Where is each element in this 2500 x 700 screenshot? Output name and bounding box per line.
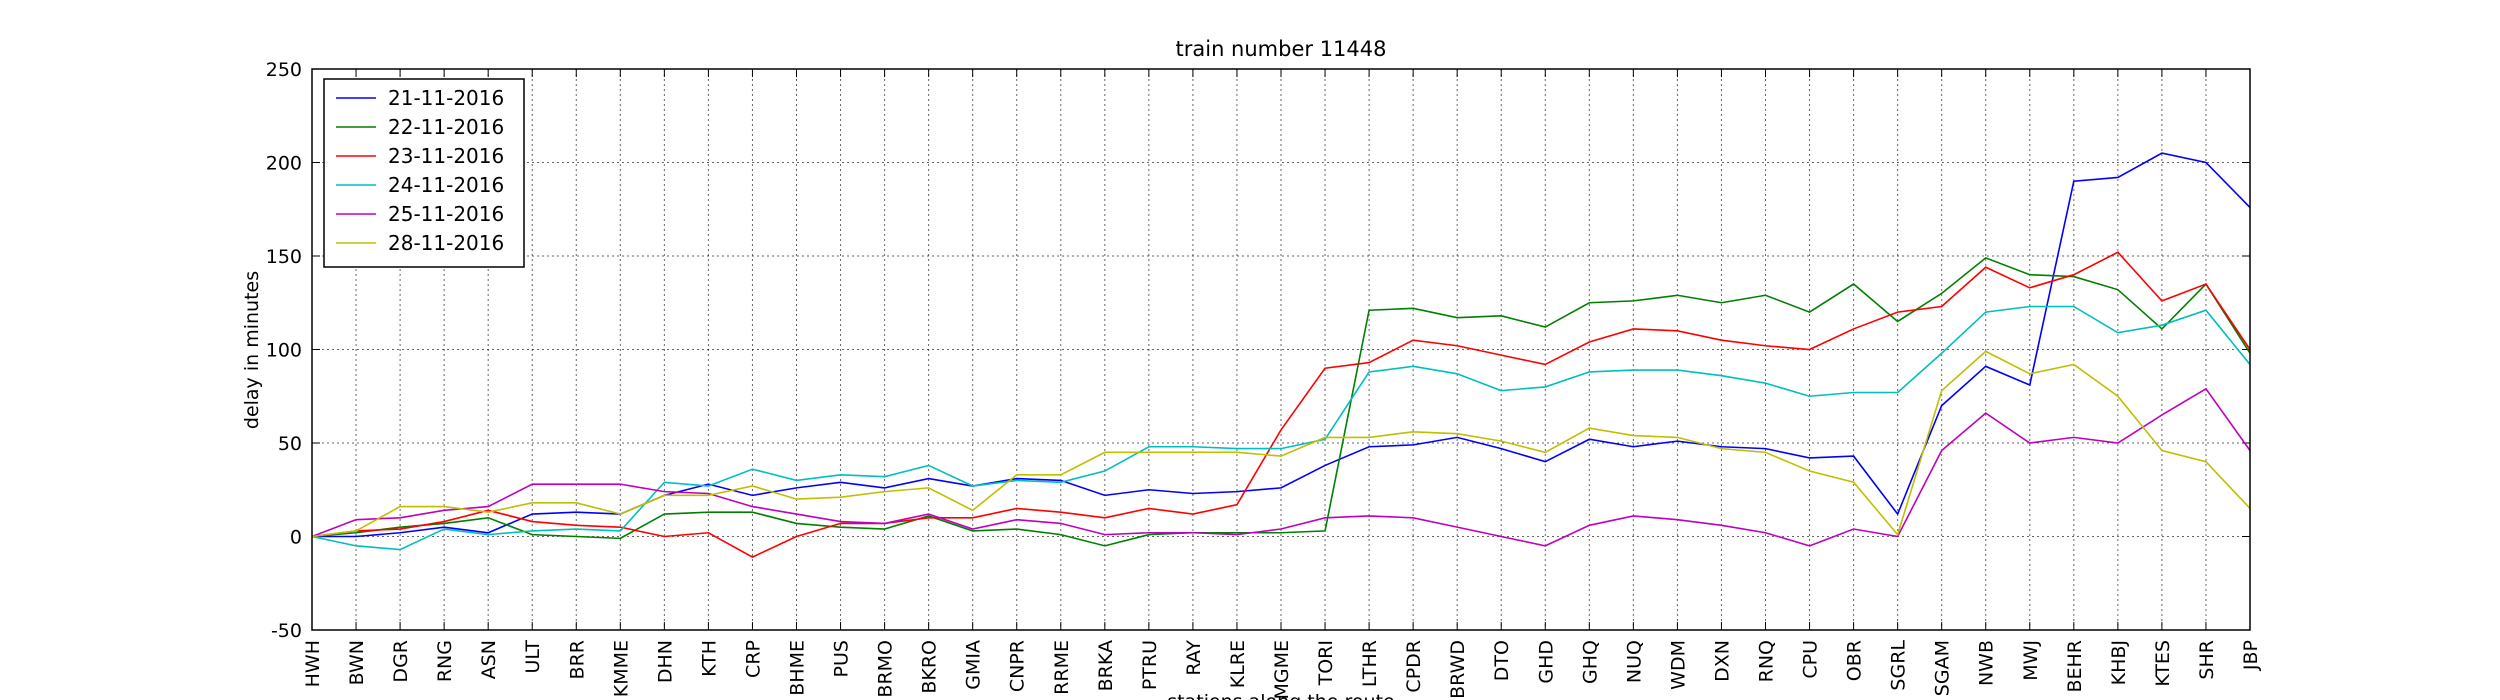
series-line <box>311 305 2251 551</box>
x-tick-label: SGRL <box>1888 640 1910 691</box>
x-tick-label: SGAM <box>1932 640 1954 696</box>
x-tick-label: GHD <box>1535 640 1557 684</box>
x-tick-label: LTHR <box>1359 640 1381 687</box>
x-tick-label: MGME <box>1271 640 1293 700</box>
x-tick-label: HWH <box>302 640 324 687</box>
x-tick-label: BHME <box>787 640 809 696</box>
x-tick-label: BKRO <box>919 640 941 694</box>
x-tick-label: KTH <box>698 640 720 677</box>
y-tick-label: -50 <box>271 620 302 642</box>
x-tick-label: BWN <box>346 640 368 685</box>
x-tick-label: CPDR <box>1403 640 1425 693</box>
x-tick-label: CRP <box>742 640 764 678</box>
legend-box <box>323 78 525 268</box>
x-tick-label: RNQ <box>1756 640 1778 682</box>
x-tick-label: DTO <box>1491 640 1513 681</box>
x-tick-label: BRWD <box>1447 640 1469 699</box>
x-tick-label: KHBJ <box>2108 640 2130 685</box>
x-tick-label: OBR <box>1844 640 1866 681</box>
x-tick-label: KMME <box>610 640 632 697</box>
x-tick-label: KTES <box>2152 640 2174 687</box>
legend-label: 21-11-2016 <box>388 86 504 110</box>
x-tick-label: RRME <box>1051 640 1073 695</box>
x-tick-label: KLRE <box>1227 640 1249 688</box>
x-tick-label: DGR <box>390 640 412 683</box>
x-tick-label: DXN <box>1711 640 1733 682</box>
x-tick-label: BEHR <box>2064 640 2086 693</box>
x-tick-label: WDM <box>1667 640 1689 690</box>
x-tick-label: DHN <box>654 640 676 683</box>
x-tick-label: BRMO <box>875 640 897 698</box>
x-tick-label: JBP <box>2240 640 2262 671</box>
series-line <box>311 387 2251 547</box>
x-tick-label: RNG <box>434 640 456 682</box>
legend-label: 22-11-2016 <box>388 115 504 139</box>
x-tick-label: NWB <box>1976 640 1998 686</box>
x-tick-label: ASN <box>478 640 500 679</box>
x-tick-label: RAY <box>1183 640 1205 676</box>
x-tick-label: SHR <box>2196 640 2218 680</box>
x-tick-label: PUS <box>831 640 853 677</box>
x-axis-label: stations along the route <box>1167 691 1394 700</box>
y-tick-label: 100 <box>266 340 302 362</box>
y-tick-label: 200 <box>266 153 302 175</box>
series-line <box>311 256 2251 547</box>
x-tick-label: NUQ <box>1623 640 1645 683</box>
chart-title: train number 11448 <box>1176 37 1387 61</box>
x-tick-label: CNPR <box>1007 640 1029 692</box>
legend-label: 28-11-2016 <box>388 231 504 255</box>
x-tick-label: BRKA <box>1095 640 1117 691</box>
x-tick-label: GMIA <box>963 640 985 690</box>
x-tick-label: ULT <box>522 640 544 674</box>
legend: 21-11-2016 22-11-2016 23-11-2016 24-11-2016… <box>323 78 525 268</box>
x-tick-label: MWJ <box>2020 640 2042 681</box>
y-tick-label: 0 <box>290 527 302 549</box>
legend-label: 23-11-2016 <box>388 144 504 168</box>
x-tick-label: BRR <box>566 640 588 679</box>
series-line <box>311 350 2251 538</box>
y-tick-label: 250 <box>266 59 302 81</box>
x-tick-label: PTRU <box>1139 640 1161 690</box>
x-tick-label: TORI <box>1315 640 1337 686</box>
plot-frame <box>311 68 2251 631</box>
y-tick-label: 150 <box>266 246 302 268</box>
legend-label: 24-11-2016 <box>388 173 504 197</box>
y-tick-label: 50 <box>278 433 302 455</box>
x-tick-label: CPU <box>1800 640 1822 679</box>
legend-label: 25-11-2016 <box>388 202 504 226</box>
series-line <box>311 251 2251 558</box>
y-axis-label: delay in minutes <box>241 271 263 429</box>
x-tick-label: GHQ <box>1579 640 1601 684</box>
